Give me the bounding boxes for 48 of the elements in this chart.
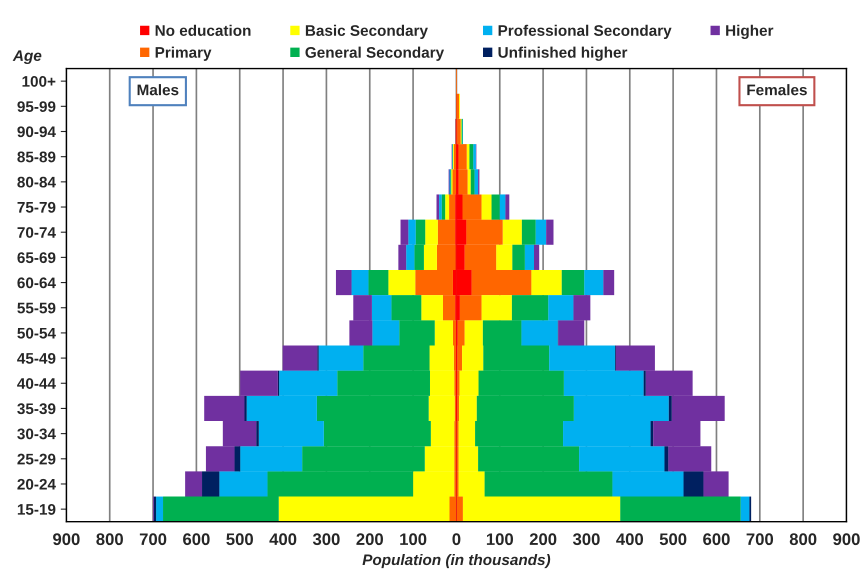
x-tick-label: 300 xyxy=(572,533,600,546)
y-tick-label: 75-79 xyxy=(18,202,56,213)
legend-label: Unfinished higher xyxy=(498,46,628,61)
x-tick-label: 100 xyxy=(400,533,426,546)
x-tick-label: 0 xyxy=(452,533,460,546)
x-tick-label: 700 xyxy=(746,533,774,546)
x-tick-label: 500 xyxy=(660,533,686,546)
x-tick-label: 200 xyxy=(530,533,556,546)
y-tick-label: 60-64 xyxy=(17,277,56,288)
y-tick-label: 25-29 xyxy=(17,454,56,464)
annotation: Females xyxy=(747,84,807,96)
annotation: Males xyxy=(138,84,178,96)
y-tick-label: 15-19 xyxy=(18,504,56,515)
y-tick-label: 65-69 xyxy=(17,252,56,264)
y-tick-label: 55-59 xyxy=(17,302,56,314)
legend-label: Primary xyxy=(156,46,212,61)
y-tick-label: 70-74 xyxy=(18,227,56,238)
y-tick-label: 35-39 xyxy=(17,403,56,414)
y-axis-title: Age xyxy=(12,50,42,64)
legend-label: General Secondary xyxy=(305,46,444,61)
y-tick-label: 90-94 xyxy=(17,126,56,138)
x-tick-label: 400 xyxy=(616,533,644,546)
y-tick-label: 30-34 xyxy=(17,428,56,440)
x-tick-label: 600 xyxy=(183,533,210,546)
legend-label: Basic Secondary xyxy=(306,24,428,39)
x-tick-label: 400 xyxy=(269,533,296,546)
legend-label: Higher xyxy=(726,24,774,40)
x-tick-label: 700 xyxy=(140,533,166,546)
y-tick-label: 80-84 xyxy=(17,176,56,188)
y-tick-label: 20-24 xyxy=(17,478,56,490)
x-tick-label: 800 xyxy=(790,533,816,546)
x-tick-label: 100 xyxy=(486,533,513,546)
y-tick-label: 40-44 xyxy=(17,378,56,389)
x-tick-label: 800 xyxy=(96,533,123,546)
x-tick-label: 600 xyxy=(703,533,730,546)
x-tick-label: 500 xyxy=(226,533,253,546)
y-tick-label: 50-54 xyxy=(17,328,56,339)
x-axis-title: Population (in thousands) xyxy=(362,554,550,568)
x-tick-label: 200 xyxy=(356,533,383,546)
y-tick-label: 95-99 xyxy=(17,101,56,112)
legend-label: No education xyxy=(156,24,250,36)
x-tick-label: 900 xyxy=(833,533,860,546)
x-tick-label: 300 xyxy=(312,533,340,546)
legend-label: Professional Secondary xyxy=(498,24,672,39)
y-tick-label: 100+ xyxy=(22,76,56,87)
y-tick-label: 45-49 xyxy=(17,352,56,364)
x-tick-label: 900 xyxy=(53,533,80,546)
y-tick-label: 85-89 xyxy=(17,152,56,162)
